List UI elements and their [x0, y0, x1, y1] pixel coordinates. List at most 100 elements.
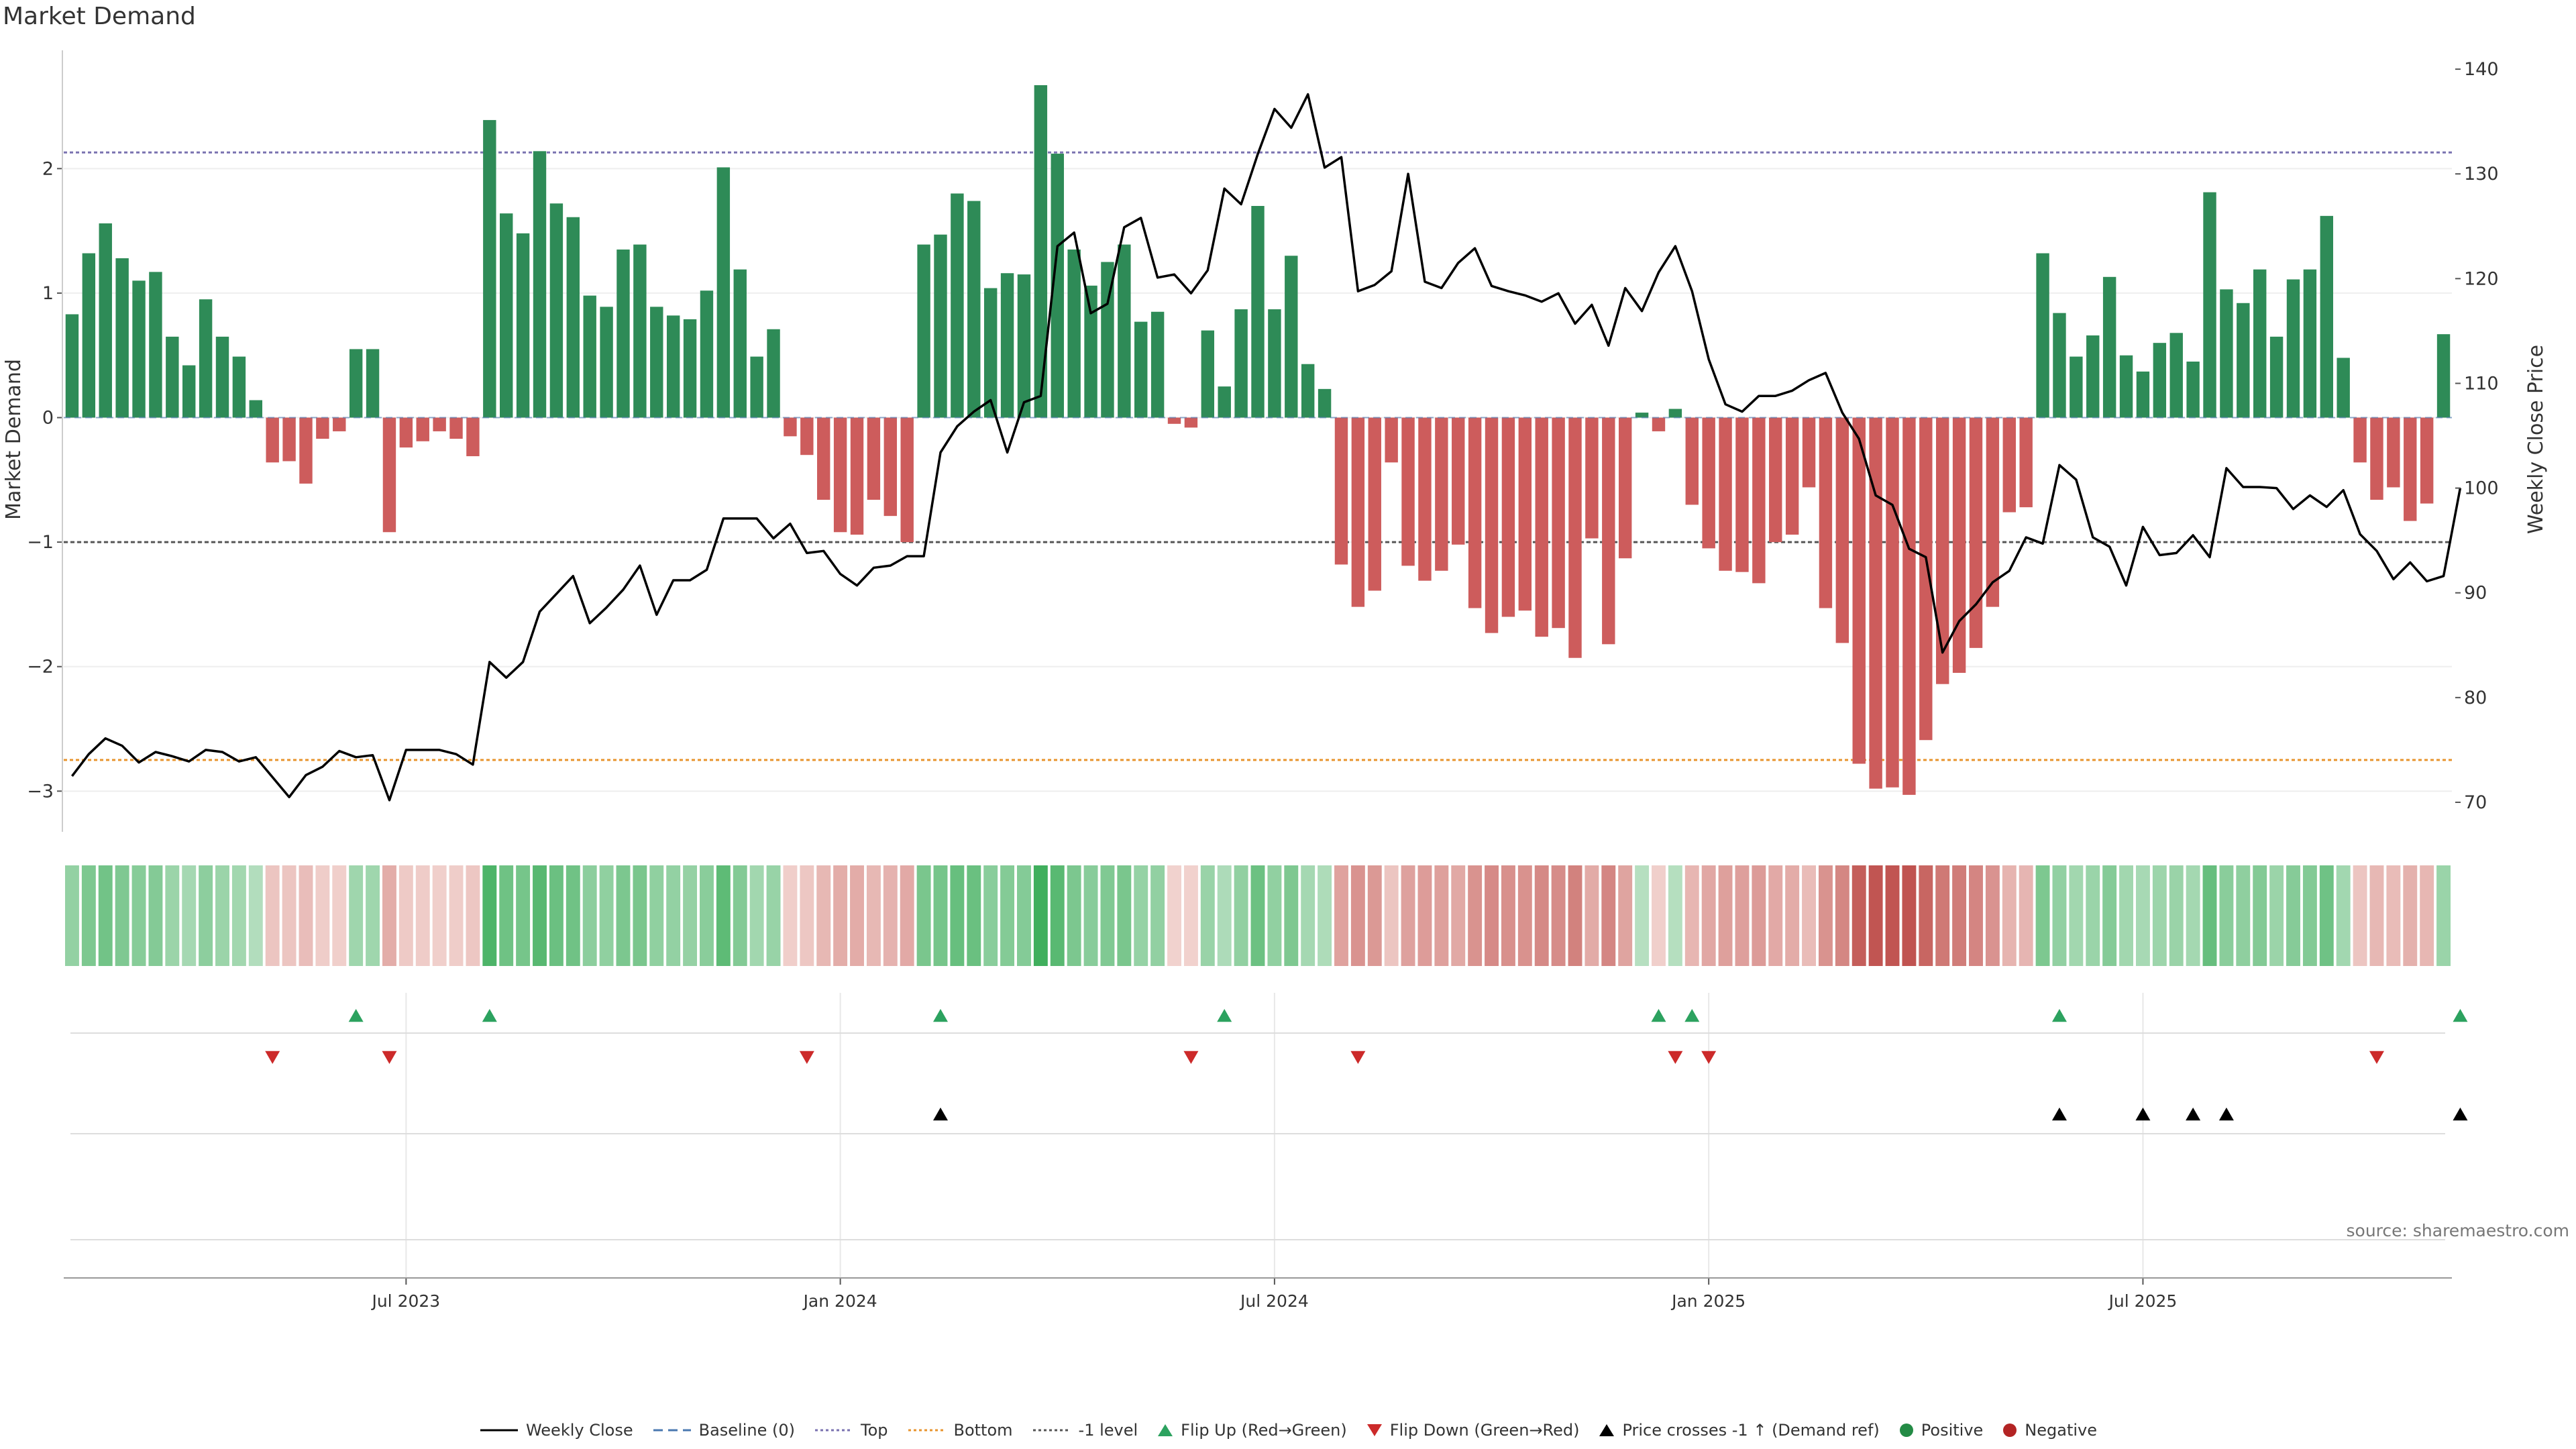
flip-up-marker — [482, 1009, 497, 1022]
heat-strip-cell — [883, 865, 898, 966]
heat-strip-cell — [516, 865, 531, 966]
demand-bar — [583, 295, 596, 418]
heat-strip-cell — [1718, 865, 1733, 966]
demand-bar — [1418, 417, 1432, 581]
heat-strip-cell — [2202, 865, 2217, 966]
demand-bar — [2253, 269, 2267, 418]
demand-bar — [166, 336, 179, 418]
demand-bar — [883, 417, 898, 517]
heat-strip-cell — [1501, 865, 1515, 966]
legend-item: Top — [814, 1421, 888, 1440]
heat-strip-cell — [766, 865, 781, 966]
heat-strip-cell — [1117, 865, 1132, 966]
demand-bar — [182, 365, 196, 418]
heat-strip-cell — [1868, 865, 1883, 966]
x-tick-label: Jul 2024 — [1239, 1291, 1309, 1311]
heat-strip-cell — [700, 865, 714, 966]
heat-strip-cell — [1367, 865, 1382, 966]
legend-label: Price crosses -1 ↑ (Demand ref) — [1622, 1421, 1880, 1440]
legend-label: Negative — [2025, 1421, 2098, 1440]
heat-strip-cell — [432, 865, 447, 966]
demand-bar — [1652, 417, 1666, 431]
demand-bar — [566, 217, 580, 418]
flip-down-marker — [1350, 1051, 1366, 1064]
demand-bar — [65, 314, 79, 418]
flip-down-marker — [1183, 1051, 1199, 1064]
flip-up-marker — [1651, 1009, 1666, 1022]
demand-bar — [1034, 85, 1048, 418]
heat-strip-cell — [616, 865, 631, 966]
heat-strip-cell — [2286, 865, 2300, 966]
y-tick-label: −3 — [27, 781, 54, 802]
demand-bar — [934, 234, 947, 418]
demand-bar — [1435, 417, 1448, 571]
x-tick-label: Jan 2025 — [1670, 1291, 1746, 1311]
y2-tick-label: 90 — [2464, 583, 2487, 604]
heat-strip-cell — [231, 865, 246, 966]
heat-strip-cell — [131, 865, 146, 966]
demand-bar — [1150, 311, 1165, 418]
circle-icon — [1899, 1424, 1913, 1437]
demand-bar — [1935, 417, 1949, 684]
y-tick-label: 0 — [42, 408, 54, 429]
demand-bar — [433, 417, 446, 431]
demand-bar — [1986, 417, 2000, 607]
heat-strip-cell — [2152, 865, 2167, 966]
legend-label: Flip Down (Green→Red) — [1389, 1421, 1580, 1440]
heat-strip-cell — [1468, 865, 1483, 966]
demand-bar — [2237, 303, 2250, 418]
heat-strip-cell — [98, 865, 113, 966]
heat-strip-cell — [466, 865, 480, 966]
legend-item: Weekly Close — [479, 1421, 633, 1440]
dotted-line-icon — [815, 1429, 853, 1432]
heat-strip-cell — [1585, 865, 1599, 966]
heat-strip-cell — [1451, 865, 1466, 966]
legend-label: Bottom — [953, 1421, 1013, 1440]
demand-bar — [1919, 417, 1933, 741]
legend-label: Positive — [1921, 1421, 1984, 1440]
demand-bar — [449, 417, 463, 439]
heat-strip-cell — [165, 865, 180, 966]
heat-strip-cell — [1183, 865, 1198, 966]
demand-bar — [1101, 262, 1114, 418]
chart-legend: Weekly Close Baseline (0) Top Bottom -1 leve… — [0, 1421, 2576, 1440]
demand-bar — [733, 269, 747, 418]
x-tick-label: Jul 2025 — [2108, 1291, 2178, 1311]
heat-strip-cell — [549, 865, 564, 966]
heat-strip-cell — [332, 865, 347, 966]
y2-tick-label: 120 — [2464, 268, 2499, 289]
demand-bar — [199, 299, 213, 418]
demand-bar — [382, 417, 396, 533]
demand-bar — [215, 336, 229, 418]
heat-strip-cell — [81, 865, 96, 966]
heat-strip-cell — [833, 865, 848, 966]
legend-item: Baseline (0) — [652, 1421, 795, 1440]
heat-strip-cell — [1517, 865, 1532, 966]
heat-strip-cell — [1952, 865, 1967, 966]
heat-strip-cell — [1768, 865, 1783, 966]
demand-bar — [2387, 417, 2400, 488]
heat-strip-cell — [2086, 865, 2100, 966]
price-cross-marker — [2186, 1108, 2201, 1121]
heat-strip-cell — [1000, 865, 1015, 966]
heat-strip-cell — [1250, 865, 1265, 966]
y2-axis-label: Weekly Close Price — [2524, 345, 2548, 534]
flip-up-marker — [1684, 1009, 1700, 1022]
flip-up-marker — [2051, 1009, 2067, 1022]
heat-strip-cell — [1802, 865, 1816, 966]
heat-strip-cell — [733, 865, 747, 966]
demand-bar — [2153, 343, 2167, 418]
demand-bar — [817, 417, 830, 500]
demand-bar — [1852, 417, 1866, 764]
demand-bar — [1118, 244, 1131, 418]
dotted-line-icon — [1032, 1429, 1071, 1432]
y-axis-label: Market Demand — [2, 359, 25, 520]
demand-bar — [1334, 417, 1348, 565]
demand-bar — [115, 258, 129, 418]
heat-strip-cell — [1752, 865, 1766, 966]
heat-strip-cell — [2035, 865, 2050, 966]
demand-bar — [1769, 417, 1782, 543]
demand-bar — [1618, 417, 1632, 559]
triangle-up-icon — [1158, 1424, 1173, 1436]
legend-label: Baseline (0) — [698, 1421, 795, 1440]
